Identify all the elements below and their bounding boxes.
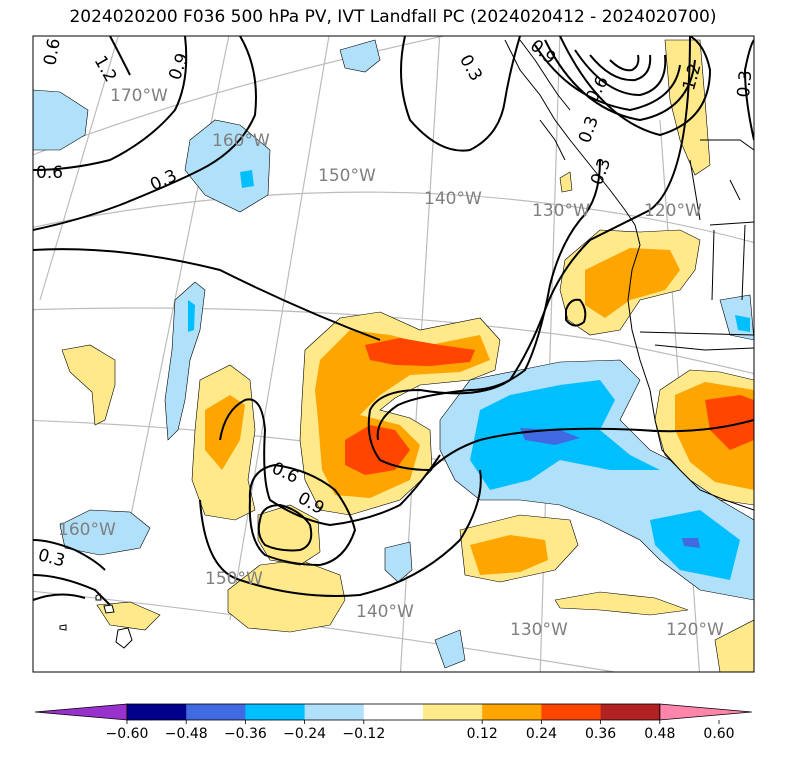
lon-label: 160°W (58, 520, 116, 540)
lon-label: 140°W (356, 602, 414, 622)
ivt-neg-region (188, 300, 195, 332)
ivt-neg-region (164, 281, 206, 441)
colorbar-tick-label: −0.36 (224, 726, 267, 742)
colorbar-tick-label: 0.36 (585, 726, 616, 742)
pv-label: 0.3 (36, 545, 67, 571)
ivt-pos-region (705, 395, 754, 450)
pv-label: 0.6 (582, 73, 613, 106)
lon-label: 150°W (205, 569, 263, 589)
colorbar-bin (245, 704, 306, 720)
pv-label: 0.3 (587, 156, 615, 188)
colorbar-extend-low (34, 703, 128, 721)
colorbar-tick-label: 0.12 (467, 726, 498, 742)
pv-label: 1.2 (90, 52, 121, 85)
colorbar-tick-label: −0.48 (165, 726, 208, 742)
colorbar-bin (363, 704, 424, 720)
ivt-pos-region (554, 591, 689, 616)
lon-label: 140°W (424, 189, 482, 209)
ivt-negative-shading (33, 39, 754, 669)
colorbar-tick-label: 0.24 (526, 726, 557, 742)
pv-label: 0.6 (36, 163, 63, 183)
ivt-neg-region (184, 119, 271, 213)
pv-label: 0.6 (40, 37, 64, 67)
colorbar-tick-label: −0.24 (283, 726, 326, 742)
colorbar-bin (541, 704, 602, 720)
lon-label: 130°W (510, 620, 568, 640)
ivt-pos-region (559, 171, 573, 193)
colorbar-tick-label: −0.12 (342, 726, 385, 742)
ivt-pos-region (257, 504, 321, 566)
ivt-pos-region (205, 395, 245, 470)
colorbar-bin (482, 704, 542, 720)
map-panel: 0.6 1.2 0.9 0.3 0.6 0.3 0.3 1.2 0.3 0.9 … (33, 36, 756, 672)
map-title: 2024020200 F036 500 hPa PV, IVT Landfall… (69, 7, 717, 27)
longitude-labels: 170°W 160°W 150°W 140°W 130°W 120°W 160°… (58, 86, 724, 640)
pv-label: 0.3 (734, 70, 756, 99)
ivt-neg-region (520, 428, 580, 445)
lon-label: 120°W (644, 201, 702, 221)
colorbar: −0.60 −0.48 −0.36 −0.24 −0.12 0.12 0.24 0.36 0.4… (34, 703, 752, 742)
lon-label: 120°W (666, 620, 724, 640)
colorbar-bin (600, 704, 661, 720)
ivt-neg-region (33, 89, 89, 151)
colorbar-tick-label: 0.60 (703, 726, 734, 742)
pv-label: 0.9 (165, 51, 193, 83)
ivt-neg-region (735, 315, 750, 332)
ivt-pos-region (61, 344, 116, 426)
ivt-pos-region (227, 559, 346, 633)
ivt-pos-region (365, 338, 475, 366)
ivt-pos-region (714, 619, 754, 672)
colorbar-tick-label: −0.60 (106, 726, 149, 742)
pv-label: 0.3 (455, 51, 486, 84)
colorbar-extend-high (659, 703, 752, 721)
lon-label: 160°W (212, 131, 270, 151)
pv-label: 0.3 (575, 114, 603, 146)
ivt-neg-region (384, 541, 413, 583)
lon-label: 150°W (318, 166, 376, 186)
lon-label: 170°W (110, 86, 168, 106)
coastline (504, 39, 754, 511)
colorbar-frame (126, 703, 661, 721)
lon-label: 130°W (532, 201, 590, 221)
colorbar-tick-label: 0.48 (644, 726, 675, 742)
ivt-neg-region (682, 538, 700, 548)
ivt-neg-region (240, 170, 254, 188)
ivt-pos-region (345, 425, 410, 475)
colorbar-bin (423, 704, 483, 720)
pv-contours (33, 36, 754, 606)
pv-label: 0.9 (526, 36, 560, 69)
ivt-pos-region (585, 248, 680, 318)
ivt-positive-shading (61, 39, 754, 672)
colorbar-bin (127, 704, 187, 720)
ivt-pos-region (470, 535, 548, 575)
pv-label: 0.6 (269, 458, 302, 488)
ivt-neg-region (434, 629, 466, 669)
colorbar-bin (304, 704, 365, 720)
ivt-neg-region (339, 39, 381, 73)
colorbar-bin (186, 704, 246, 720)
map-frame (32, 35, 755, 673)
